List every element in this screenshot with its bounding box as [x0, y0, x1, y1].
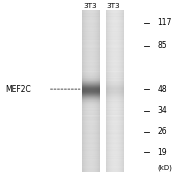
- Text: 3T3: 3T3: [107, 3, 120, 9]
- Text: 34: 34: [158, 106, 167, 115]
- Text: 3T3: 3T3: [83, 3, 97, 9]
- Text: MEF2C: MEF2C: [5, 85, 31, 94]
- Text: 117: 117: [158, 18, 172, 27]
- Text: 85: 85: [158, 41, 167, 50]
- Text: 19: 19: [158, 148, 167, 157]
- Text: 26: 26: [158, 127, 167, 136]
- Text: (kD): (kD): [158, 165, 172, 171]
- Text: 48: 48: [158, 85, 167, 94]
